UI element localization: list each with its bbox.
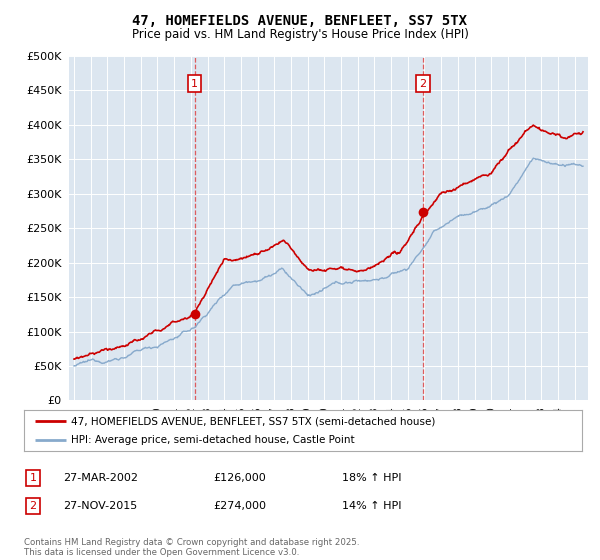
Text: 47, HOMEFIELDS AVENUE, BENFLEET, SS7 5TX: 47, HOMEFIELDS AVENUE, BENFLEET, SS7 5TX	[133, 14, 467, 28]
Text: £274,000: £274,000	[213, 501, 266, 511]
Text: 14% ↑ HPI: 14% ↑ HPI	[342, 501, 401, 511]
Text: HPI: Average price, semi-detached house, Castle Point: HPI: Average price, semi-detached house,…	[71, 435, 355, 445]
Text: 2: 2	[419, 78, 427, 88]
Text: 18% ↑ HPI: 18% ↑ HPI	[342, 473, 401, 483]
Text: Contains HM Land Registry data © Crown copyright and database right 2025.
This d: Contains HM Land Registry data © Crown c…	[24, 538, 359, 557]
Text: 1: 1	[29, 473, 37, 483]
Text: 2: 2	[29, 501, 37, 511]
Text: 27-NOV-2015: 27-NOV-2015	[63, 501, 137, 511]
Text: 1: 1	[191, 78, 198, 88]
Text: 27-MAR-2002: 27-MAR-2002	[63, 473, 138, 483]
Text: 47, HOMEFIELDS AVENUE, BENFLEET, SS7 5TX (semi-detached house): 47, HOMEFIELDS AVENUE, BENFLEET, SS7 5TX…	[71, 417, 436, 426]
Text: Price paid vs. HM Land Registry's House Price Index (HPI): Price paid vs. HM Land Registry's House …	[131, 28, 469, 41]
Text: £126,000: £126,000	[213, 473, 266, 483]
